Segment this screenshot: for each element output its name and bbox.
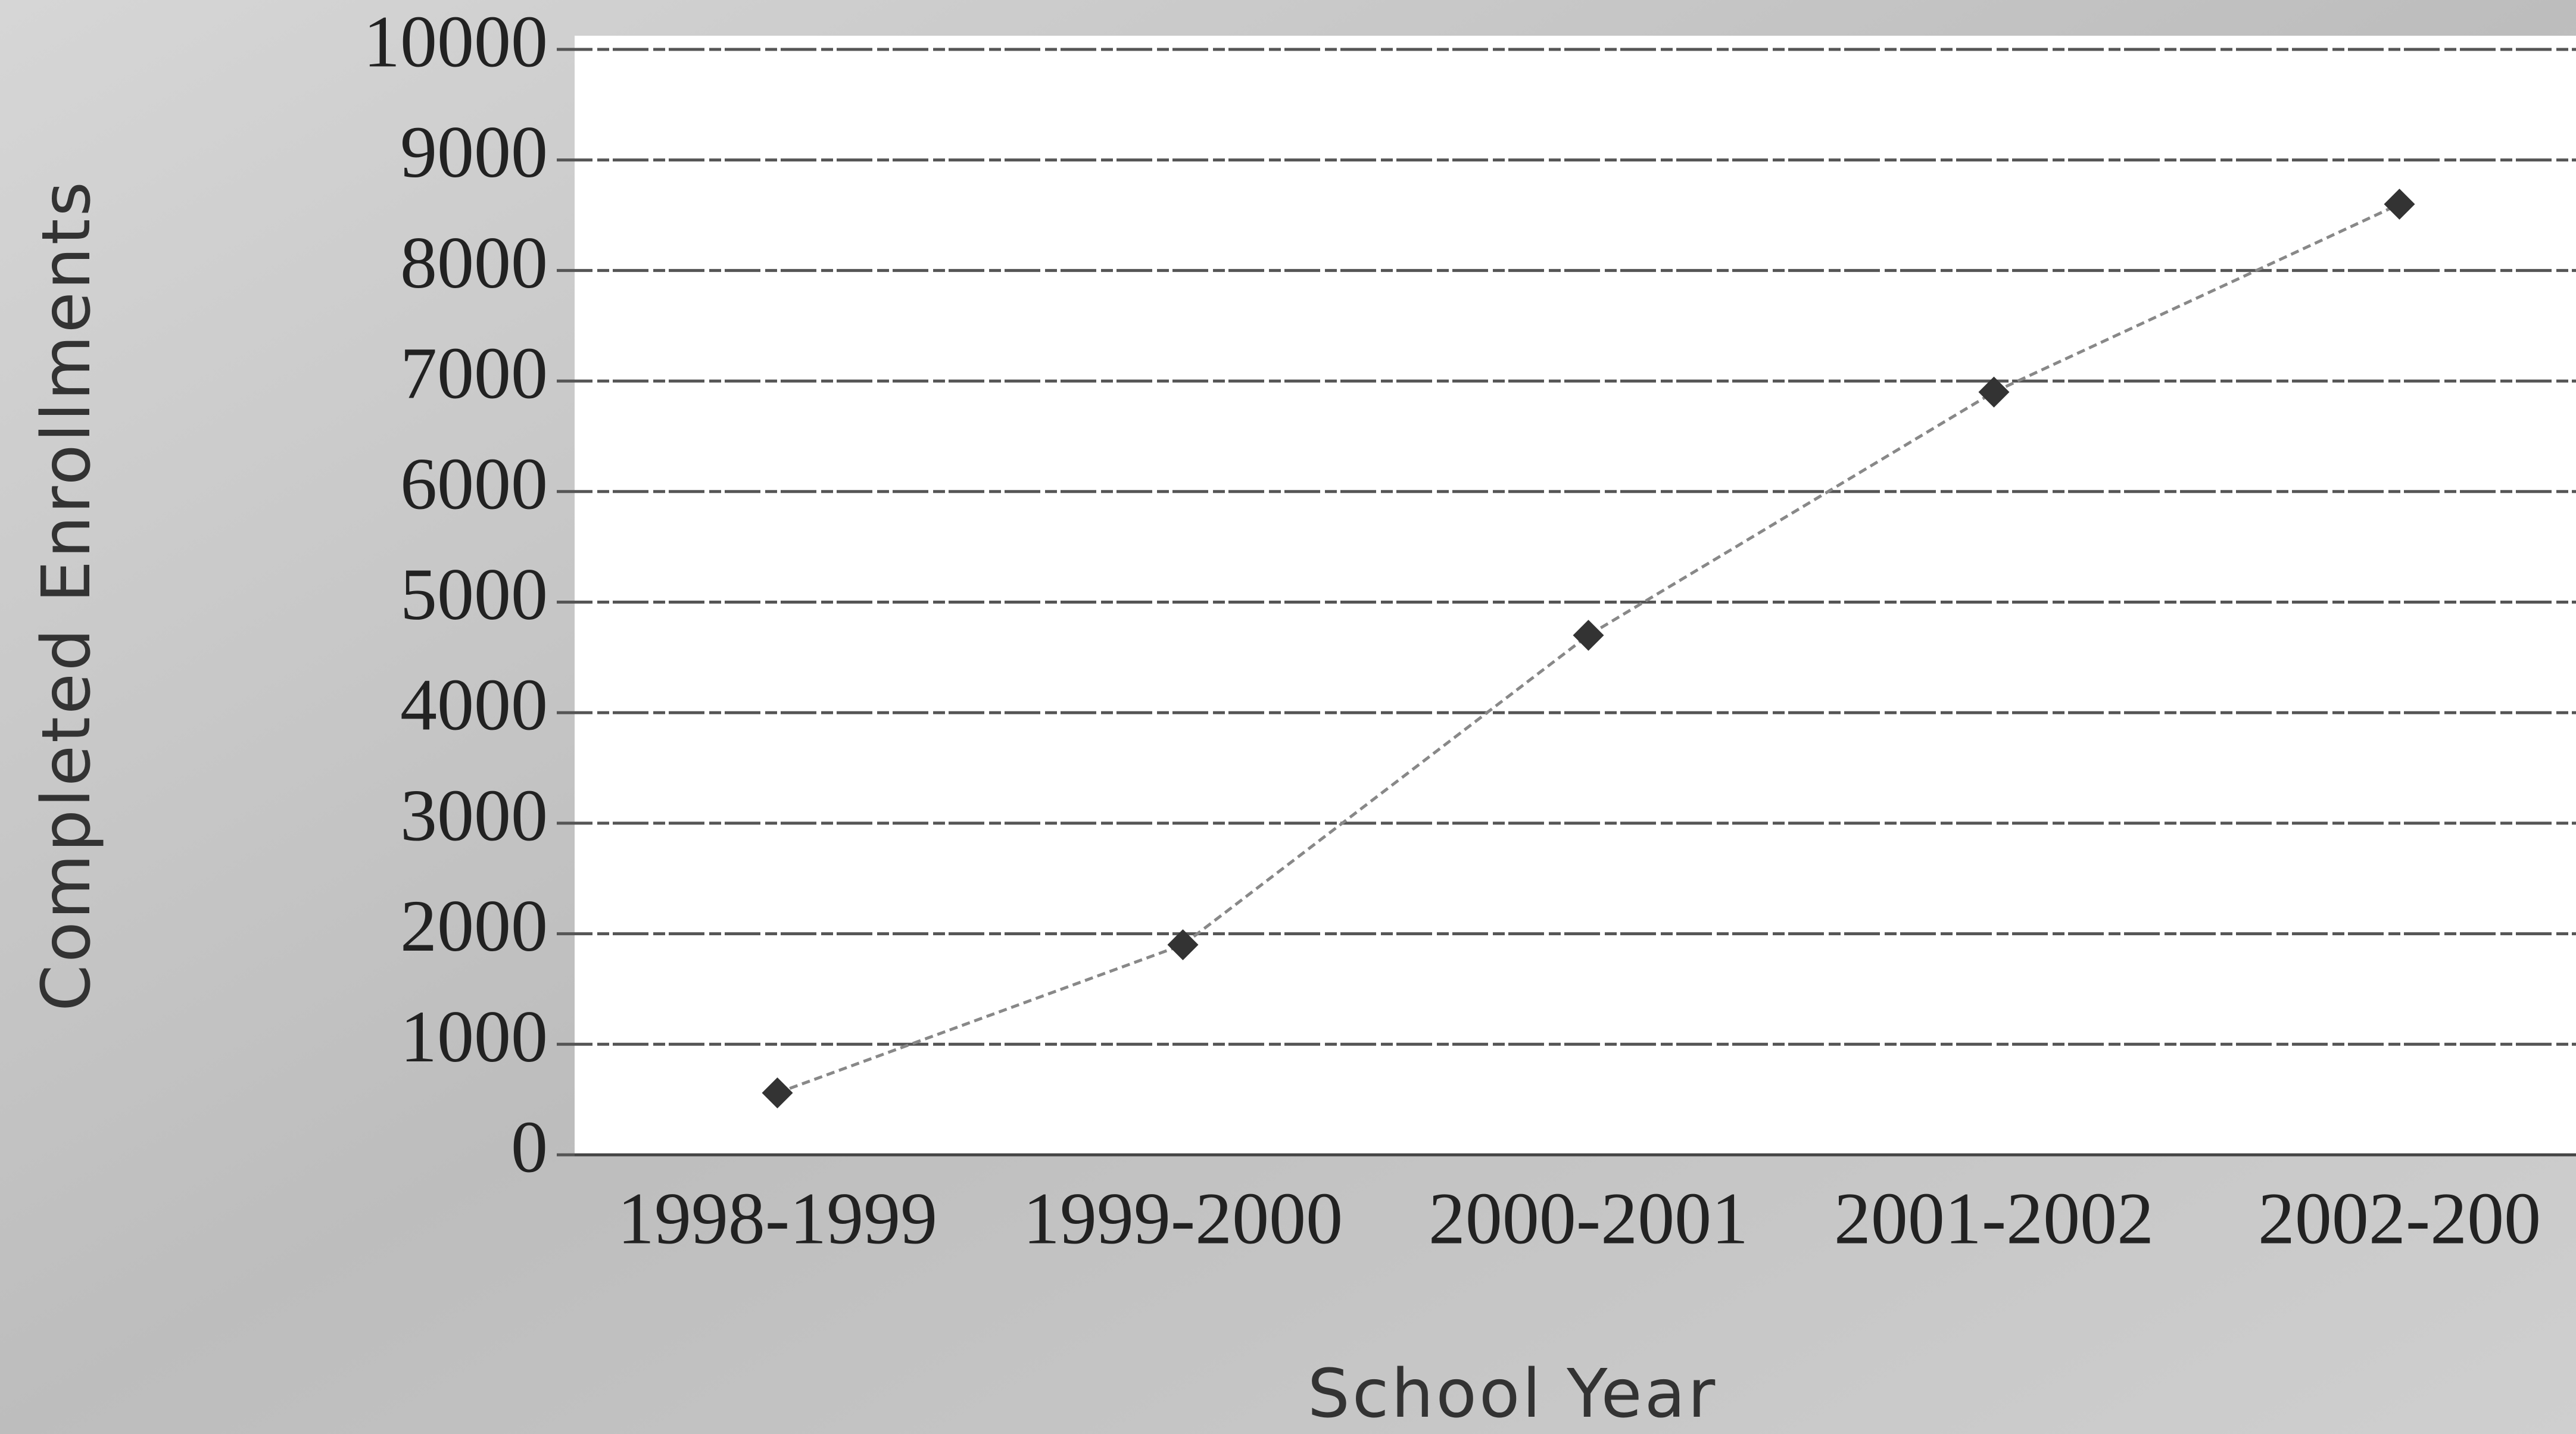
y-tick-label: 7000 [400,333,548,414]
data-point [1573,620,1604,651]
data-point [1978,376,2010,408]
y-tick-label: 6000 [400,443,548,524]
x-tick-label: 1999-2000 [1023,1177,1343,1259]
y-tick-label: 1000 [400,996,548,1077]
y-tick-label: 5000 [400,554,548,635]
y-tick-label: 8000 [400,222,548,304]
x-tick-label: 2002-200 [2258,1177,2541,1259]
x-tick-label: 2000-2001 [1429,1177,1748,1259]
series-line [776,202,2400,1095]
y-tick-label: 3000 [400,774,548,856]
y-tick-label: 9000 [400,111,548,193]
x-tick-label: 1998-1999 [618,1177,937,1259]
y-tick-label: 2000 [400,885,548,967]
y-tick-label: 4000 [400,664,548,746]
data-point [2384,188,2415,220]
data-point [1167,929,1199,961]
y-axis-title: Completed Enrollments [28,179,105,1011]
y-tick-label: 0 [511,1106,548,1188]
x-axis-title: School Year [1308,1355,1718,1433]
y-tick-label: 10000 [363,1,548,82]
x-tick-label: 2001-2002 [1834,1177,2154,1259]
data-point [762,1077,793,1109]
plot-area [575,36,2576,1155]
